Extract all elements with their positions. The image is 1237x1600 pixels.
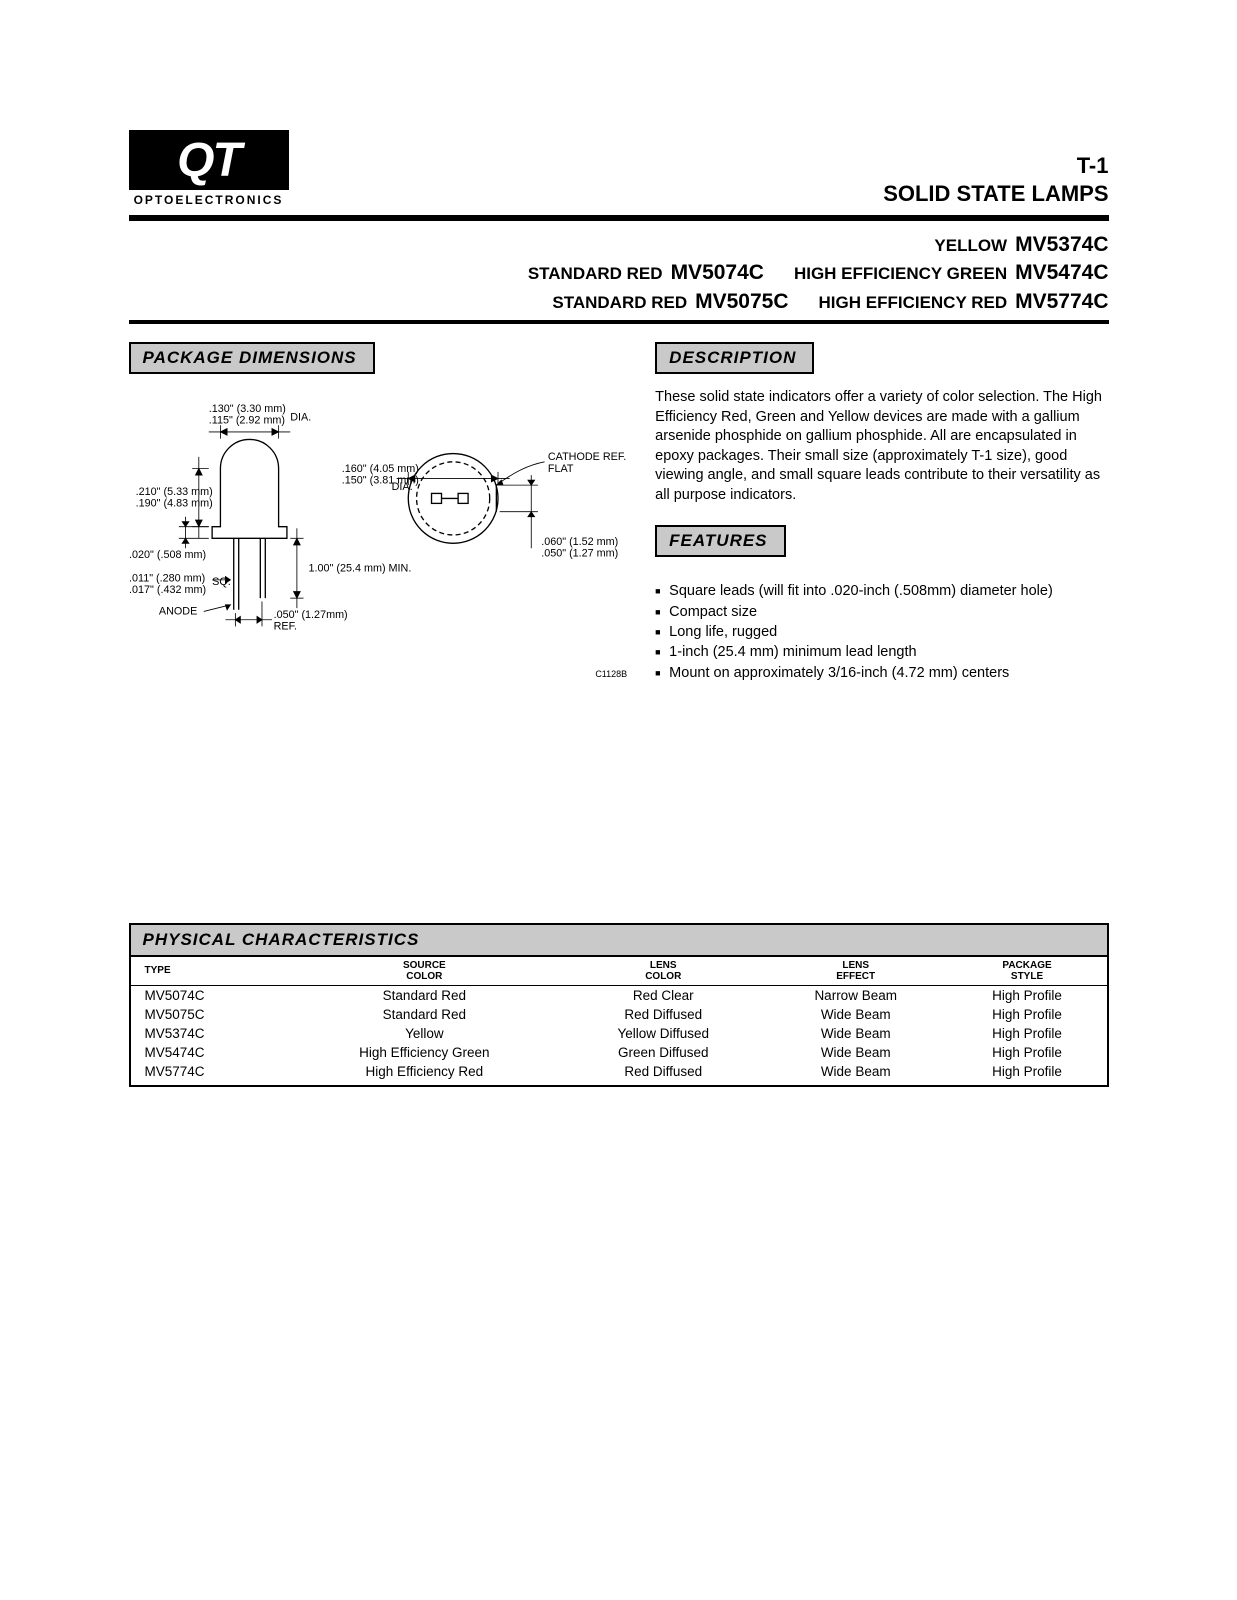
table-cell: MV5075C xyxy=(131,1005,287,1024)
title-line1: T-1 xyxy=(883,153,1108,179)
svg-text:CATHODE REF.FLAT: CATHODE REF.FLAT xyxy=(547,451,625,475)
table-cell: High Profile xyxy=(948,1005,1107,1024)
col-lens-color: LENSCOLOR xyxy=(563,957,764,986)
table-cell: MV5474C xyxy=(131,1043,287,1062)
physical-characteristics-table: PHYSICAL CHARACTERISTICS TYPE SOURCECOLO… xyxy=(129,923,1109,1087)
feature-item: Compact size xyxy=(655,602,1108,622)
table-cell: MV5374C xyxy=(131,1024,287,1043)
table-cell: Narrow Beam xyxy=(764,985,948,1005)
svg-text:.011" (.280 mm).017" (.432 mm): .011" (.280 mm).017" (.432 mm) xyxy=(129,573,206,597)
table-cell: High Profile xyxy=(948,1043,1107,1062)
product-label: YELLOW xyxy=(934,235,1007,258)
table-row: MV5774CHigh Efficiency RedRed DiffusedWi… xyxy=(131,1062,1107,1085)
table-cell: MV5074C xyxy=(131,985,287,1005)
product-label: HIGH EFFICIENCY RED xyxy=(819,292,1008,315)
table-cell: Red Diffused xyxy=(563,1005,764,1024)
section-physical: PHYSICAL CHARACTERISTICS xyxy=(131,925,1107,957)
table-cell: Green Diffused xyxy=(563,1043,764,1062)
table-cell: Wide Beam xyxy=(764,1062,948,1085)
table-cell: Wide Beam xyxy=(764,1024,948,1043)
divider-thin xyxy=(129,320,1109,324)
section-package-dimensions: PACKAGE DIMENSIONS xyxy=(129,342,375,374)
product-part: MV5074C xyxy=(671,259,764,287)
col-package-style: PACKAGESTYLE xyxy=(948,957,1107,986)
svg-text:.210" (5.33 mm).190" (4.83 mm): .210" (5.33 mm).190" (4.83 mm) xyxy=(135,486,212,510)
table-cell: High Profile xyxy=(948,1024,1107,1043)
col-type: TYPE xyxy=(131,957,287,986)
logo-mark: QT xyxy=(129,130,289,190)
table-cell: High Efficiency Red xyxy=(286,1062,563,1085)
col-source-color: SOURCECOLOR xyxy=(286,957,563,986)
dim-dia-suffix: DIA. xyxy=(290,411,311,423)
table-row: MV5474CHigh Efficiency GreenGreen Diffus… xyxy=(131,1043,1107,1062)
product-part: MV5075C xyxy=(695,288,788,316)
page-title: T-1 SOLID STATE LAMPS xyxy=(883,153,1108,207)
product-part: MV5474C xyxy=(1015,259,1108,287)
feature-item: Long life, rugged xyxy=(655,622,1108,642)
description-text: These solid state indicators offer a var… xyxy=(655,388,1108,505)
table-cell: High Profile xyxy=(948,985,1107,1005)
feature-item: 1-inch (25.4 mm) minimum lead length xyxy=(655,642,1108,662)
table-cell: Red Clear xyxy=(563,985,764,1005)
anode-label: ANODE xyxy=(158,606,196,618)
col-lens-effect: LENSEFFECT xyxy=(764,957,948,986)
dim-side-dia-suffix: DIA. xyxy=(391,481,412,493)
product-part: MV5374C xyxy=(1015,231,1108,259)
table-cell: Standard Red xyxy=(286,1005,563,1024)
table-row: MV5374CYellowYellow DiffusedWide BeamHig… xyxy=(131,1024,1107,1043)
feature-item: Square leads (will fit into .020-inch (.… xyxy=(655,581,1108,601)
product-label: STANDARD RED xyxy=(528,263,663,286)
dim-lead-len: 1.00" (25.4 mm) MIN. xyxy=(308,563,411,575)
svg-text:.050" (1.27mm)REF.: .050" (1.27mm)REF. xyxy=(273,609,347,633)
product-list: YELLOW MV5374C STANDARD RED MV5074C HIGH… xyxy=(129,231,1109,316)
table-cell: High Efficiency Green xyxy=(286,1043,563,1062)
logo-subtitle: OPTOELECTRONICS xyxy=(129,193,289,207)
table-cell: Standard Red xyxy=(286,985,563,1005)
svg-text:.130" (3.30 mm).115" (2.92 mm): .130" (3.30 mm).115" (2.92 mm) xyxy=(208,403,285,427)
table-cell: Red Diffused xyxy=(563,1062,764,1085)
features-list: Square leads (will fit into .020-inch (.… xyxy=(655,581,1108,682)
product-label: HIGH EFFICIENCY GREEN xyxy=(794,263,1007,286)
table-cell: High Profile xyxy=(948,1062,1107,1085)
product-label: STANDARD RED xyxy=(552,292,687,315)
title-line2: SOLID STATE LAMPS xyxy=(883,181,1108,207)
table-cell: Yellow xyxy=(286,1024,563,1043)
diagram-id: C1128B xyxy=(129,669,628,679)
logo-block: QT OPTOELECTRONICS xyxy=(129,130,289,207)
product-part: MV5774C xyxy=(1015,288,1108,316)
section-description: DESCRIPTION xyxy=(655,342,814,374)
section-features: FEATURES xyxy=(655,525,785,557)
table-cell: Wide Beam xyxy=(764,1005,948,1024)
table-cell: Yellow Diffused xyxy=(563,1024,764,1043)
table-cell: MV5774C xyxy=(131,1062,287,1085)
table-cell: Wide Beam xyxy=(764,1043,948,1062)
divider-thick xyxy=(129,215,1109,221)
package-diagram: .130" (3.30 mm).115" (2.92 mm) DIA. .210… xyxy=(129,402,628,679)
table-row: MV5074CStandard RedRed ClearNarrow BeamH… xyxy=(131,985,1107,1005)
table-row: MV5075CStandard RedRed DiffusedWide Beam… xyxy=(131,1005,1107,1024)
feature-item: Mount on approximately 3/16-inch (4.72 m… xyxy=(655,663,1108,683)
svg-text:.060" (1.52 mm).050" (1.27 mm): .060" (1.52 mm).050" (1.27 mm) xyxy=(541,536,618,560)
dim-flange: .020" (.508 mm) xyxy=(129,549,206,561)
